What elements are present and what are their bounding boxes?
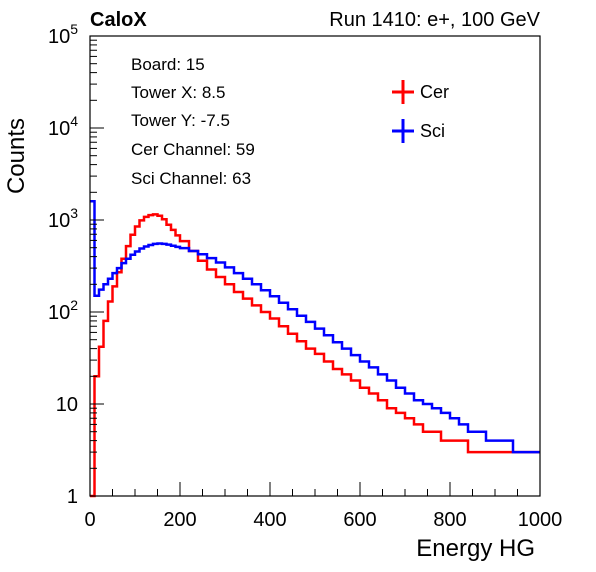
chart-title-right: Run 1410: e+, 100 GeV (329, 9, 540, 31)
legend-label-cer: Cer (420, 82, 449, 102)
y-tick-label: 103 (48, 205, 78, 232)
chart-title-left: CaloX (90, 9, 147, 31)
axis-layer: 0 200 400 600 800 1000 1 10 102 103 104 105 (48, 21, 562, 531)
info-line-board: Board: 15 (131, 55, 205, 74)
x-tick-label: 800 (433, 509, 466, 531)
plot-frame (89, 35, 541, 497)
info-line-tower-y: Tower Y: -7.5 (131, 111, 230, 130)
series-layer (90, 199, 540, 498)
series-line-sci (90, 199, 540, 454)
series-line-cer (90, 213, 540, 498)
y-tick-label: 104 (48, 113, 78, 140)
info-line-cer-channel: Cer Channel: 59 (131, 140, 255, 159)
y-tick-label: 102 (48, 297, 78, 324)
legend-marker-sci (392, 119, 414, 143)
legend: Cer Sci (392, 80, 449, 143)
x-tick-label: 600 (343, 509, 376, 531)
info-line-sci-channel: Sci Channel: 63 (131, 169, 251, 188)
legend-label-sci: Sci (420, 121, 445, 141)
x-tick-label: 0 (84, 509, 95, 531)
legend-marker-cer (392, 80, 414, 104)
info-line-tower-x: Tower X: 8.5 (131, 83, 226, 102)
x-tick-label: 1000 (518, 509, 563, 531)
info-box: Board: 15 Tower X: 8.5 Tower Y: -7.5 Cer… (131, 55, 255, 188)
y-tick-label: 105 (48, 21, 78, 48)
y-axis-label: Counts (3, 118, 30, 194)
x-tick-label: 400 (253, 509, 286, 531)
x-tick-label: 200 (163, 509, 196, 531)
y-tick-label: 10 (56, 394, 78, 416)
x-axis-label: Energy HG (416, 535, 535, 562)
y-tick-label: 1 (67, 486, 78, 508)
